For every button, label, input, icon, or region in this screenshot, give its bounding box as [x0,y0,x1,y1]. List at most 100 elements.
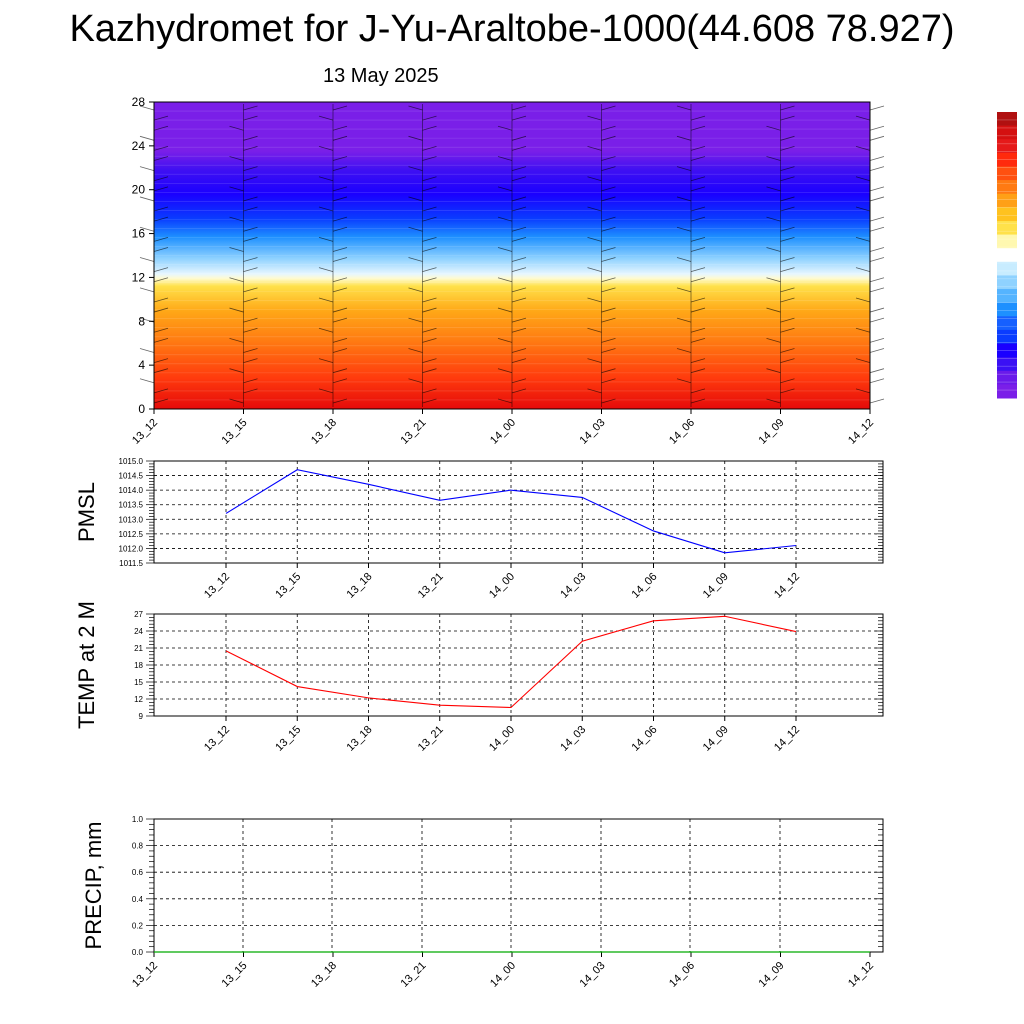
y-tick-label: 24 [134,627,143,636]
wind-barb [587,358,602,363]
wind-barb [243,327,258,333]
wind-barb [422,186,437,192]
wind-barb [139,378,155,384]
wind-barb [139,166,155,172]
wind-barb [587,327,602,333]
wind-barb [139,287,155,293]
x-tick-label: 14_09 [701,571,731,601]
x-tick-label: 14_03 [578,960,608,990]
wind-barb [229,216,244,222]
wind-barb [601,337,616,343]
y-tick-label: 27 [134,610,143,619]
wind-barb [690,368,706,374]
wind-barb [153,358,169,363]
wind-barb [229,186,244,192]
y-tick-label: 12 [134,695,143,704]
wind-barb [243,196,258,202]
y-tick-label: 1011.5 [119,559,143,568]
colorbar-swatch [997,316,1017,331]
wind-barb [422,115,437,121]
wind-barb [422,358,437,363]
plot-frame [153,460,884,564]
wind-barb [422,398,437,404]
x-tick-label: 13_12 [130,417,160,447]
wind-barb [780,206,795,212]
wind-barb [855,358,871,363]
wind-barb [601,317,616,323]
wind-barb [243,378,258,384]
colorbar-swatch [997,152,1017,167]
wind-barb [587,388,602,394]
wind-barb [139,105,155,111]
x-tick-label: 13_18 [309,960,339,990]
wind-barb [511,236,527,242]
wind-barb [766,125,781,131]
colorbar [997,112,1017,399]
wind-barb [332,277,348,283]
wind-barb [332,135,348,141]
wind-barb [855,388,871,394]
wind-barb [690,247,706,252]
wind-barb [511,267,527,273]
wind-barb [318,176,334,182]
x-tick-label: 13_12 [202,571,232,601]
wind-barb [229,125,244,131]
wind-barb [408,226,423,232]
wind-barb [855,297,871,303]
wind-barb [422,146,437,151]
wind-barb [332,186,348,192]
wind-barb [422,156,437,161]
wind-barb [511,348,527,353]
y-tick-label: 4 [138,358,145,372]
x-tick-label: 13_21 [399,960,429,990]
colorbar-swatch [997,139,1017,154]
colorbar-swatch [997,261,1017,276]
wind-barb [766,398,781,404]
x-tick-label: 14_00 [488,417,518,447]
wind-barb [332,337,348,343]
wind-barb [587,176,602,182]
wind-barb [243,166,258,172]
wind-barb [139,226,155,232]
colorbar-swatch [997,357,1017,372]
wind-barb [318,236,334,242]
x-tick-label: 14_00 [488,960,518,990]
wind-barb [601,135,616,141]
wind-barb [780,105,795,111]
wind-barb [153,125,169,131]
colorbar-swatch [997,220,1017,236]
wind-barb [318,388,334,394]
wind-barb [690,115,706,121]
wind-barb [587,206,602,212]
y-tick-label: 9 [139,712,144,721]
wind-barb [601,216,616,222]
y-tick-label: 8 [138,314,145,328]
wind-barb [869,135,885,141]
wind-barb [497,156,513,161]
wind-barb [243,176,258,182]
wind-barb [497,186,513,192]
wind-barb [332,398,348,404]
wind-barb [676,348,692,353]
x-tick-label: 14_03 [578,417,608,447]
colorbar-swatch [997,234,1017,249]
wind-barb [780,267,795,273]
wind-barb [690,337,706,343]
x-tick-label: 14_09 [757,960,787,990]
x-tick-label: 14_06 [667,417,697,447]
y-tick-label: 15 [134,678,143,687]
wind-barb [601,156,616,161]
wind-barb [869,287,885,293]
wind-barb [690,206,706,212]
wind-barb [601,368,616,374]
wind-barb [601,378,616,384]
wind-barb [422,176,437,182]
wind-barb [422,327,437,333]
wind-barb [153,307,169,313]
wind-barb [243,146,258,151]
wind-barb [587,146,602,151]
wind-barb [422,388,437,394]
wind-barb [766,277,781,283]
y-tick-label: 20 [132,183,146,197]
